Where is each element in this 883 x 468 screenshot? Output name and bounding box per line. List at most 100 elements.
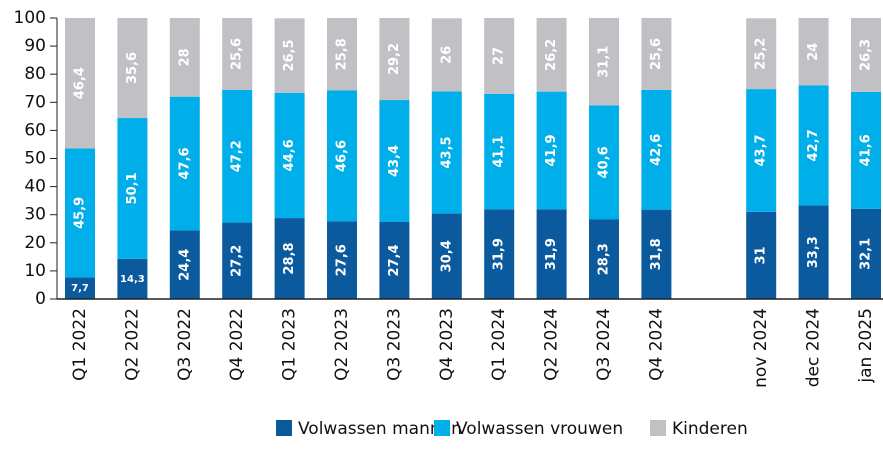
bar-segment	[589, 219, 619, 299]
value-label: 43,7	[754, 134, 769, 166]
y-tick-label: 60	[24, 120, 46, 140]
bar-segment	[169, 18, 200, 97]
bar-segment	[222, 18, 253, 90]
bar-segment	[851, 18, 881, 92]
y-tick-label: 10	[24, 261, 46, 281]
y-tick-label: 50	[24, 149, 46, 169]
value-label: 46,6	[335, 140, 350, 172]
bar-segment	[746, 18, 777, 90]
y-tick-label: 0	[35, 289, 46, 309]
x-tick-label: Q3 2023	[384, 308, 404, 381]
y-tick-label: 100	[14, 8, 46, 28]
value-label: 26,2	[544, 39, 559, 71]
bar-segment	[641, 18, 672, 90]
value-label: 32,1	[859, 238, 874, 270]
legend-swatch	[276, 420, 292, 436]
value-label: 27,6	[335, 244, 350, 276]
value-label: 24	[806, 43, 821, 61]
value-label: 42,7	[806, 129, 821, 161]
bar-segment	[169, 230, 200, 299]
value-label: 47,6	[177, 148, 192, 180]
value-label: 27,4	[387, 244, 402, 276]
legend-label: Kinderen	[672, 419, 748, 439]
bar-segment	[484, 209, 515, 299]
bar-segment	[327, 221, 357, 299]
value-label: 31,9	[492, 238, 507, 270]
bar-segment	[222, 89, 253, 223]
x-tick-label: Q2 2023	[332, 308, 352, 381]
bar-segment	[327, 18, 357, 91]
value-label: 28	[177, 48, 192, 66]
y-tick-label: 30	[24, 205, 46, 225]
bar-segment	[641, 89, 672, 210]
x-tick-label: Q3 2022	[175, 308, 195, 381]
y-tick-label: 90	[24, 36, 46, 56]
bar-segment	[536, 209, 567, 299]
value-label: 47,2	[230, 140, 245, 172]
value-label: 31	[754, 246, 769, 264]
value-label: 41,1	[492, 136, 507, 168]
value-label: 33,3	[806, 236, 821, 268]
bar-segment	[274, 92, 305, 219]
x-tick-label: Q4 2023	[437, 308, 457, 381]
bar-segment	[589, 105, 619, 220]
bar-segment	[379, 100, 410, 223]
bar-segment	[65, 148, 95, 278]
legend-swatch	[650, 420, 666, 436]
value-label: 46,4	[73, 67, 88, 99]
bar-segment	[798, 205, 829, 299]
value-label: 41,9	[544, 134, 559, 166]
bar-segment	[536, 18, 567, 92]
x-tick-label: Q1 2022	[70, 308, 90, 381]
value-label: 41,6	[859, 134, 874, 166]
value-label: 25,6	[649, 38, 664, 70]
y-tick-label: 70	[24, 92, 46, 112]
bar-segment	[117, 258, 148, 299]
value-label: 44,6	[282, 139, 297, 171]
value-label: 24,4	[177, 249, 192, 281]
bar-segment	[117, 118, 148, 259]
legend-label: Volwassen mannen	[298, 419, 462, 439]
value-label: 25,8	[335, 38, 350, 70]
bar-segment	[431, 18, 462, 92]
bar-segment	[379, 222, 410, 299]
bar-segment	[851, 208, 881, 299]
bar-segment	[65, 277, 95, 299]
bar-segment	[589, 18, 619, 106]
value-label: 25,6	[230, 38, 245, 70]
value-label: 14,3	[120, 274, 145, 285]
bar-segment	[169, 96, 200, 231]
bar-segment	[641, 209, 672, 299]
value-label: 43,5	[439, 136, 454, 168]
value-label: 30,4	[439, 240, 454, 272]
bar-segment	[484, 93, 515, 210]
bar-segment	[798, 18, 829, 86]
x-tick-label: Q3 2024	[594, 308, 614, 381]
x-tick-label: Q1 2023	[280, 308, 300, 381]
value-label: 43,4	[387, 145, 402, 177]
x-tick-label: dec 2024	[804, 308, 824, 387]
bar-segment	[746, 211, 777, 299]
bar-segment	[274, 18, 305, 93]
value-label: 31,8	[649, 238, 664, 270]
value-label: 28,3	[597, 243, 612, 275]
value-label: 42,6	[649, 134, 664, 166]
value-label: 27	[492, 47, 507, 65]
value-label: 7,7	[71, 283, 89, 294]
bar-segment	[327, 90, 357, 222]
value-label: 50,1	[125, 172, 140, 204]
value-label: 31,9	[544, 238, 559, 270]
x-tick-label: Q2 2024	[542, 308, 562, 381]
x-tick-label: nov 2024	[751, 308, 771, 388]
value-label: 26,3	[859, 39, 874, 71]
x-tick-label: Q4 2022	[227, 308, 247, 381]
y-tick-label: 40	[24, 177, 46, 197]
bar-segment	[117, 18, 148, 119]
legend-swatch	[434, 420, 450, 436]
value-label: 26,5	[282, 39, 297, 71]
x-tick-label: Q2 2022	[122, 308, 142, 381]
bar-segment	[798, 85, 829, 206]
value-label: 26	[439, 46, 454, 64]
value-label: 40,6	[597, 146, 612, 178]
